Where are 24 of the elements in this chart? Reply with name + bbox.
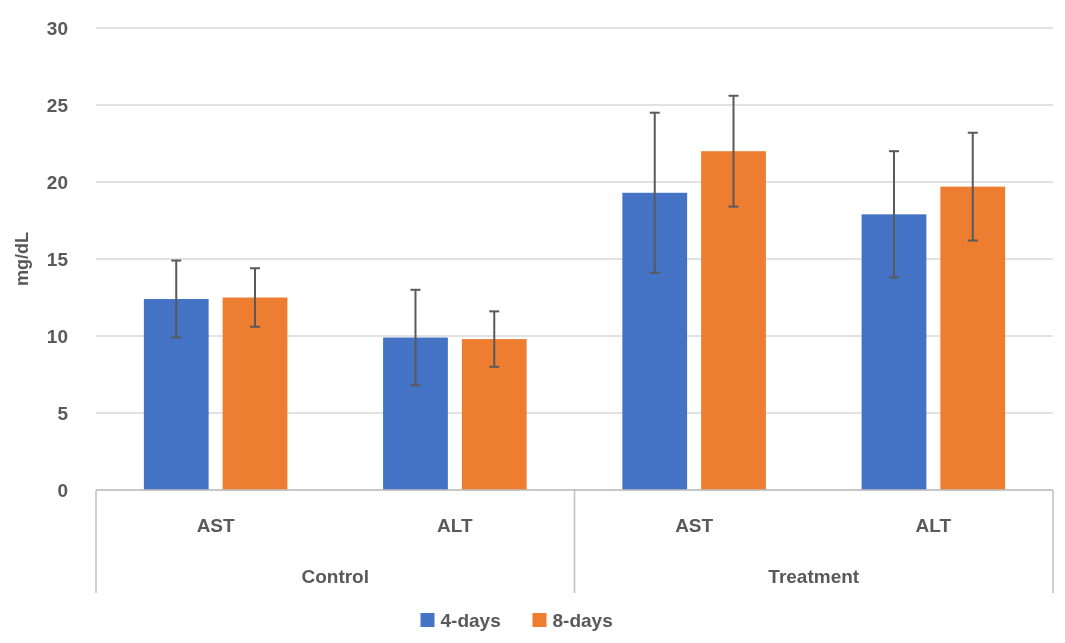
bar [461, 339, 527, 490]
y-tick-label: 10 [46, 325, 68, 347]
y-tick-label: 20 [46, 171, 68, 193]
x-tick-label: AST [675, 515, 714, 536]
text: Control [301, 566, 370, 587]
y-tick-label: 5 [57, 402, 69, 424]
y-axis-title: mg/dL [12, 232, 32, 286]
y-tick-label: 30 [46, 17, 68, 39]
x-tick-label: AST [196, 515, 236, 536]
y-tick-label: 15 [46, 248, 69, 270]
text: Treatment [768, 566, 860, 587]
legend-label: 8-days [552, 610, 613, 631]
bar [701, 151, 766, 490]
bar [143, 299, 209, 490]
bar [222, 297, 288, 490]
legend-label: 4-days [440, 610, 501, 631]
bar [383, 337, 448, 490]
y-tick-label: 25 [46, 94, 69, 116]
x-tick-label: ALT [437, 515, 474, 536]
bar [622, 192, 688, 490]
y-tick-label: 0 [57, 479, 68, 501]
bar [940, 186, 1006, 490]
bar [861, 214, 927, 490]
x-tick-label: ALT [915, 515, 952, 536]
